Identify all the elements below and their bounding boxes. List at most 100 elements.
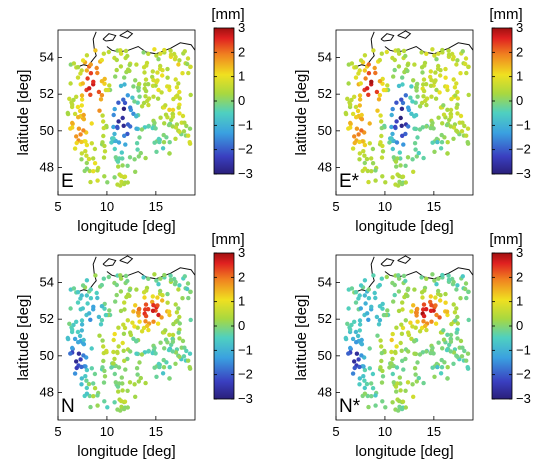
station-point — [398, 340, 403, 346]
station-point — [109, 365, 114, 370]
station-point — [151, 303, 156, 308]
station-point — [177, 354, 182, 359]
station-point — [155, 96, 161, 101]
station-point — [455, 111, 460, 116]
station-point — [412, 351, 417, 356]
station-point — [399, 106, 405, 112]
station-point — [177, 336, 182, 341]
station-point — [400, 399, 406, 404]
station-point — [88, 62, 94, 67]
station-point — [177, 129, 182, 134]
station-point — [79, 151, 85, 156]
station-point — [94, 65, 99, 71]
station-point — [403, 163, 408, 168]
station-point — [443, 291, 448, 297]
station-point — [405, 380, 411, 385]
station-point — [348, 327, 353, 332]
station-point — [186, 358, 191, 363]
station-point — [152, 272, 157, 277]
station-point — [176, 81, 181, 86]
station-point — [133, 169, 138, 174]
station-point — [417, 127, 423, 132]
station-point — [137, 94, 142, 99]
station-point — [103, 87, 109, 93]
station-point — [134, 113, 139, 119]
station-point — [432, 278, 437, 283]
station-point — [433, 96, 439, 101]
station-point — [432, 149, 437, 154]
station-point — [143, 77, 149, 82]
station-point — [394, 119, 399, 124]
station-point — [415, 319, 420, 324]
colorbar-tick-label: 0 — [238, 93, 245, 108]
station-point — [431, 351, 436, 356]
station-point — [353, 290, 359, 295]
station-point — [95, 393, 100, 398]
station-point — [119, 150, 125, 155]
station-point — [68, 306, 73, 311]
station-point — [348, 120, 353, 126]
station-point — [81, 128, 86, 133]
station-point — [379, 350, 384, 356]
station-point — [441, 328, 446, 333]
station-point — [152, 120, 157, 126]
station-point — [121, 106, 127, 112]
station-point — [118, 183, 123, 188]
station-point — [394, 365, 400, 370]
station-point — [185, 56, 191, 61]
station-point — [84, 385, 90, 391]
station-point — [369, 156, 374, 161]
station-point — [441, 337, 447, 342]
station-point — [177, 321, 182, 326]
station-point — [414, 154, 419, 159]
station-point — [454, 306, 459, 311]
station-point — [365, 86, 370, 91]
station-point — [391, 74, 396, 79]
station-point — [95, 403, 100, 408]
station-point — [162, 346, 167, 351]
station-point — [155, 78, 160, 83]
station-point — [380, 368, 385, 374]
station-point — [419, 65, 425, 70]
station-point — [88, 92, 93, 98]
station-point — [346, 81, 351, 86]
station-point — [378, 140, 383, 145]
station-point — [398, 163, 403, 168]
station-point — [358, 81, 363, 86]
station-point — [89, 346, 94, 351]
station-point — [161, 132, 166, 138]
station-point — [436, 276, 441, 281]
station-point — [96, 89, 102, 95]
station-point — [373, 178, 378, 183]
station-point — [111, 124, 116, 130]
station-point — [98, 322, 104, 327]
y-tick-label: 54 — [40, 50, 54, 65]
station-point — [430, 120, 435, 126]
station-point — [358, 58, 364, 63]
station-point — [125, 180, 130, 185]
station-point — [146, 276, 151, 281]
station-point — [377, 318, 383, 323]
station-point — [176, 306, 181, 311]
colorbar-unit: [mm] — [211, 231, 244, 248]
station-point — [154, 374, 159, 379]
station-point — [451, 361, 456, 366]
station-point — [111, 337, 116, 343]
colorbar-tick-label: −3 — [516, 166, 531, 181]
station-point — [359, 112, 364, 118]
coastline-0 — [353, 256, 375, 294]
station-point — [159, 315, 164, 320]
colorbar-tick-label: 2 — [238, 269, 245, 284]
station-point — [81, 353, 86, 358]
station-point — [383, 180, 388, 185]
station-point — [432, 53, 437, 58]
station-point — [353, 300, 359, 305]
colorbar-tick-label: −1 — [238, 342, 253, 357]
station-point — [156, 312, 161, 318]
station-point — [138, 375, 143, 381]
station-point — [465, 126, 471, 131]
colorbar-tick-label: −1 — [516, 342, 531, 357]
station-point — [391, 299, 396, 304]
y-tick-label: 50 — [318, 348, 332, 363]
station-point — [168, 52, 174, 57]
